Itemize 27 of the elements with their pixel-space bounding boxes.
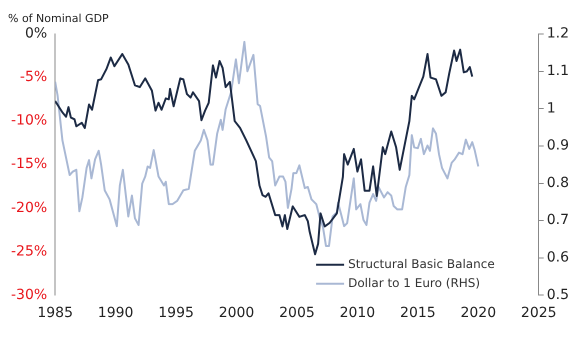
x-tick-label: 2005 [279,305,315,322]
x-tick-label: 1995 [158,305,194,322]
y2-tick-label: 1.1 [546,62,569,79]
y-axis-title: % of Nominal GDP [8,12,110,25]
y-tick-label: -5% [20,69,48,86]
y-tick-label: 0% [24,26,48,42]
legend-label: Structural Basic Balance [348,256,495,271]
y-tick-label: -25% [10,243,48,260]
x-tick-label: 2000 [218,305,254,322]
x-tick-label: 1985 [37,305,73,322]
x-tick-label: 2010 [340,305,376,322]
y-tick-label: -15% [10,156,48,172]
y2-tick-label: 1 [546,100,556,116]
y2-tick-label: 0.5 [546,286,569,303]
y2-tick-label: 0.9 [546,138,569,154]
y2-tick-label: 0.6 [546,250,570,266]
y-tick-label: -30% [10,286,48,303]
x-tick-label: 1990 [98,305,134,322]
y2-tick-label: 0.8 [546,174,569,191]
y-tick-label: -10% [10,112,48,129]
legend-label: Dollar to 1 Euro (RHS) [348,276,480,290]
x-tick-label: 2015 [400,305,436,322]
x-tick-label: 2020 [460,305,496,322]
x-tick-label: 2025 [520,305,557,322]
y2-tick-label: 0.7 [546,212,569,228]
y2-tick-label: 1.2 [546,26,569,42]
y-tick-label: -20% [10,200,48,216]
